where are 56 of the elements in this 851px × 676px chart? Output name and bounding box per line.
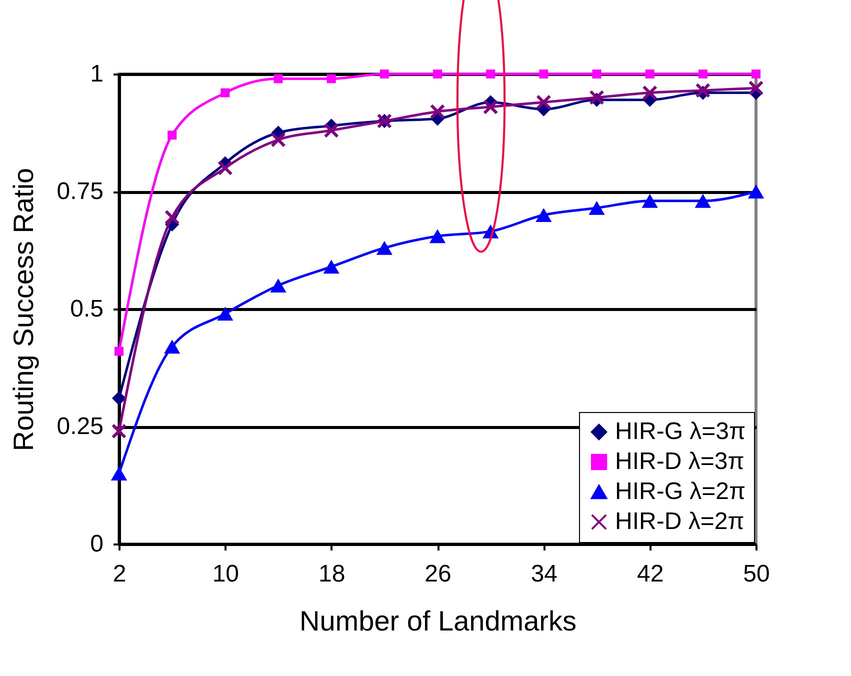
point (168, 130, 177, 140)
point (270, 278, 286, 292)
point (326, 74, 336, 84)
point (429, 229, 446, 244)
point (536, 94, 552, 110)
point (164, 340, 180, 354)
point (539, 70, 548, 78)
point (164, 210, 180, 225)
point (110, 466, 128, 480)
point (748, 80, 764, 96)
point (376, 240, 392, 255)
x-tick-label: 2 (112, 560, 126, 588)
point (642, 194, 658, 208)
point (589, 90, 604, 106)
point (274, 74, 283, 84)
y-tick-label: 1 (90, 60, 104, 88)
x-tick-label: 42 (636, 560, 664, 588)
y-tick-label: 0.75 (56, 178, 104, 205)
legend-label: HIR-G λ=3π (615, 418, 746, 445)
point (323, 260, 340, 274)
x-tick-label: 26 (424, 560, 452, 588)
point (592, 70, 602, 78)
point (695, 82, 711, 98)
y-tick-label: 0 (90, 530, 104, 558)
point (482, 99, 498, 115)
point (536, 208, 552, 222)
x-tick-label: 10 (212, 560, 240, 588)
legend-label: HIR-G λ=2π (615, 478, 746, 505)
point (698, 70, 708, 78)
x-tick-label: 50 (743, 560, 770, 588)
point (642, 85, 658, 100)
x-tick-label: 34 (530, 560, 558, 588)
point (114, 346, 124, 356)
point (694, 194, 711, 208)
y-tick-label: 0.25 (56, 413, 104, 440)
point (111, 424, 127, 439)
y-tick-label: 0.5 (70, 296, 104, 322)
point (430, 104, 446, 120)
x-axis-title: Number of Landmarks (299, 606, 577, 636)
legend-label: HIR-D λ=3π (615, 448, 744, 475)
point (217, 306, 234, 321)
point (588, 200, 605, 215)
point (380, 70, 389, 78)
point (270, 132, 286, 148)
x-tick-label: 18 (318, 560, 346, 588)
point (220, 88, 230, 98)
point (433, 70, 442, 78)
point (112, 391, 126, 406)
y-axis-title: Routing Success Ratio (8, 168, 39, 452)
point (748, 184, 764, 198)
legend-label: HIR-D λ=2π (615, 508, 744, 535)
point (218, 160, 233, 176)
point (486, 70, 496, 78)
point (645, 70, 654, 78)
point (324, 122, 339, 138)
point (752, 70, 760, 78)
